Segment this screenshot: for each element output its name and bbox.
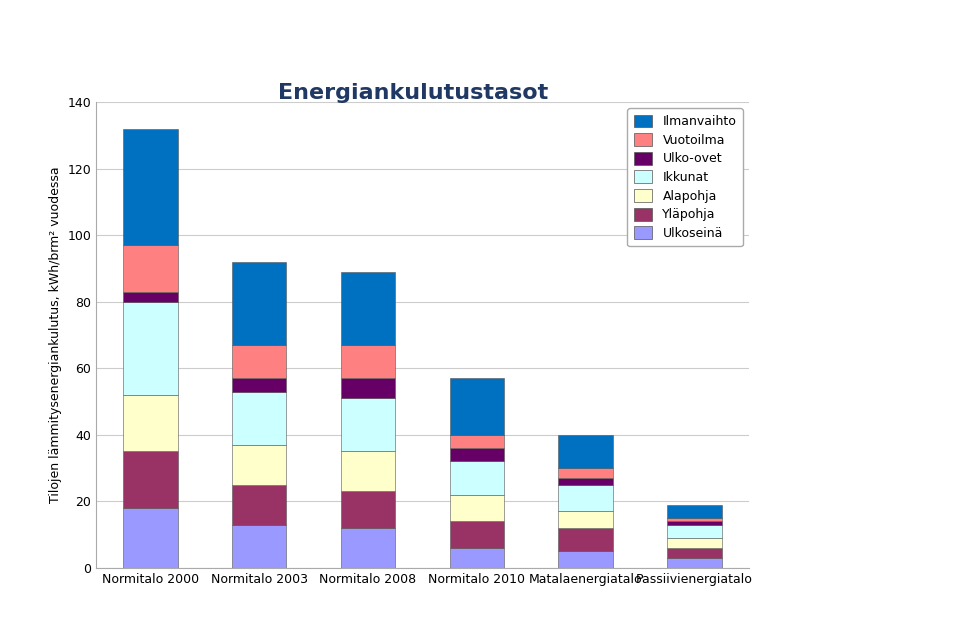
Bar [449,494,504,521]
Bar [559,551,612,568]
Text: Energiankulutustasot: Energiankulutustasot [277,82,548,103]
Bar [232,485,286,524]
Bar [232,345,286,378]
Bar [232,378,286,392]
Bar [123,129,178,245]
Bar [341,345,396,378]
Bar [123,292,178,302]
Bar [559,528,612,551]
Bar [449,461,504,494]
Bar [123,508,178,568]
Bar [449,434,504,448]
Bar [559,478,612,485]
Bar [559,468,612,478]
Bar [123,452,178,508]
Legend: Ilmanvaihto, Vuotoilma, Ulko-ovet, Ikkunat, Alapohja, Yläpohja, Ulkoseinä: Ilmanvaihto, Vuotoilma, Ulko-ovet, Ikkun… [628,108,742,246]
Bar [449,548,504,568]
Bar [449,378,504,434]
Text: 27.9.2011: 27.9.2011 [691,30,761,44]
Bar [667,548,722,558]
Bar [341,528,396,568]
Bar [232,524,286,568]
Text: 10: 10 [806,30,824,44]
Bar [667,521,722,524]
Bar [667,538,722,548]
Bar [232,445,286,485]
Bar [123,302,178,395]
Bar [667,505,722,518]
Bar [449,448,504,461]
Bar [341,491,396,528]
Text: VTT EXPERT SERVICES OY: VTT EXPERT SERVICES OY [19,29,240,45]
Bar [667,524,722,538]
Bar [449,521,504,548]
Bar [341,398,396,452]
Bar [123,245,178,292]
Bar [341,452,396,491]
Bar [341,272,396,345]
Bar [667,518,722,521]
Bar [123,395,178,452]
Bar [232,262,286,345]
Bar [559,485,612,511]
Bar [341,378,396,398]
Bar [559,511,612,528]
Bar [232,392,286,445]
Y-axis label: Tilojen lämmitysenergiankulutus, kWh/brm² vuodessa: Tilojen lämmitysenergiankulutus, kWh/brm… [49,167,61,503]
Bar [667,558,722,568]
Bar [559,434,612,468]
